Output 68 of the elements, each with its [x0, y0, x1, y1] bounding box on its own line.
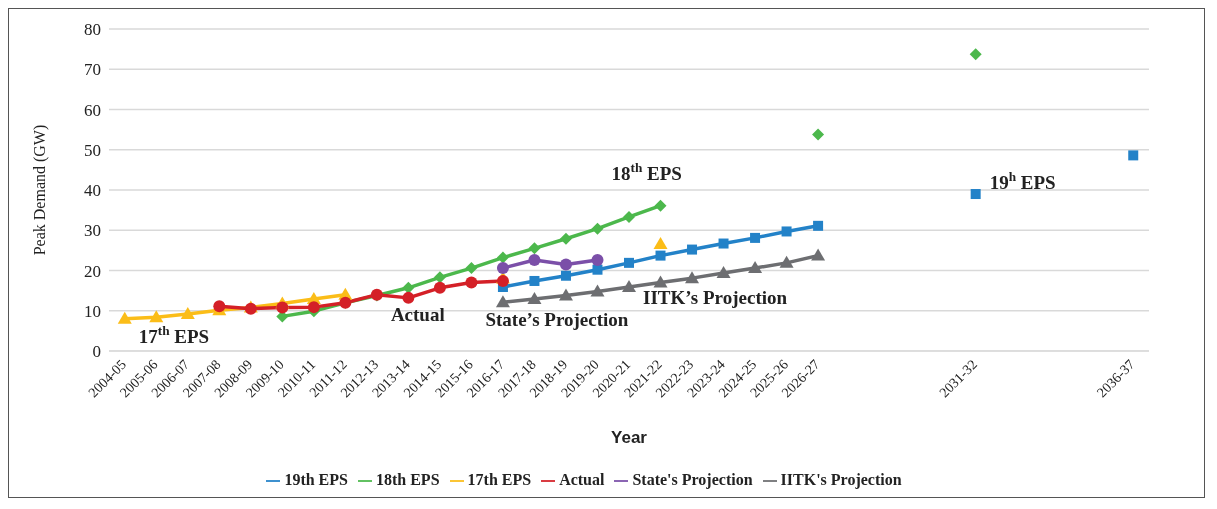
point [528, 242, 541, 255]
point [655, 250, 666, 261]
point [527, 292, 542, 305]
legend-label: State's Projection [632, 471, 753, 488]
point [624, 257, 634, 268]
annotation: State’s Projection [485, 309, 629, 331]
annotation: 18$^{th}$ EPS [611, 159, 682, 185]
point [718, 238, 729, 249]
point [496, 251, 509, 264]
point [560, 270, 571, 281]
point [558, 288, 573, 301]
point [970, 189, 981, 200]
legend-label: 17th EPS [467, 471, 532, 488]
point [529, 275, 540, 286]
point [559, 258, 572, 271]
point [1128, 150, 1139, 161]
point [811, 248, 826, 261]
point [779, 255, 794, 268]
y-tick-label: 10 [84, 301, 101, 321]
y-tick-label: 20 [84, 261, 101, 281]
point [812, 128, 825, 141]
point [781, 226, 792, 237]
y-tick-label: 60 [84, 100, 101, 120]
point [591, 222, 604, 235]
legend-label: 18th EPS [375, 471, 440, 488]
point [149, 310, 164, 323]
point [591, 254, 604, 267]
point [496, 262, 509, 275]
legend-label: 19th EPS [284, 471, 348, 488]
point [180, 306, 195, 319]
point [528, 254, 541, 267]
point [813, 220, 824, 231]
point [687, 244, 698, 255]
y-tick-label: 0 [92, 342, 101, 362]
y-tick-label: 50 [84, 140, 101, 160]
y-axis-title: Peak Demand (GW) [30, 124, 49, 256]
legend-label: Actual [559, 471, 605, 488]
point [276, 301, 289, 314]
point [685, 271, 700, 284]
point [622, 280, 636, 292]
y-tick-label: 40 [84, 181, 101, 201]
y-tick-label: 70 [84, 60, 101, 80]
y-tick-label: 80 [84, 20, 101, 40]
point [653, 236, 668, 249]
point [748, 261, 763, 274]
point [750, 232, 761, 243]
point [465, 276, 478, 289]
annotation: 17$^{th}$ EPS [138, 322, 210, 348]
point [433, 281, 446, 294]
y-tick-label: 30 [84, 221, 101, 241]
point [117, 311, 132, 324]
point [623, 210, 635, 223]
annotation: IITK’s Projection [643, 287, 788, 309]
point [402, 291, 415, 304]
point [465, 262, 478, 275]
x-axis-title: Year [611, 428, 648, 447]
point [716, 265, 731, 278]
legend-label: IITK's Projection [780, 471, 902, 488]
point [654, 199, 667, 212]
point [559, 232, 572, 245]
point [590, 284, 605, 297]
point [969, 48, 982, 61]
point [495, 295, 510, 308]
annotation: 19$^{h}$ EPS [989, 168, 1056, 194]
point [653, 275, 668, 288]
annotation: Actual [390, 304, 445, 326]
point [592, 264, 603, 275]
point [307, 301, 320, 314]
